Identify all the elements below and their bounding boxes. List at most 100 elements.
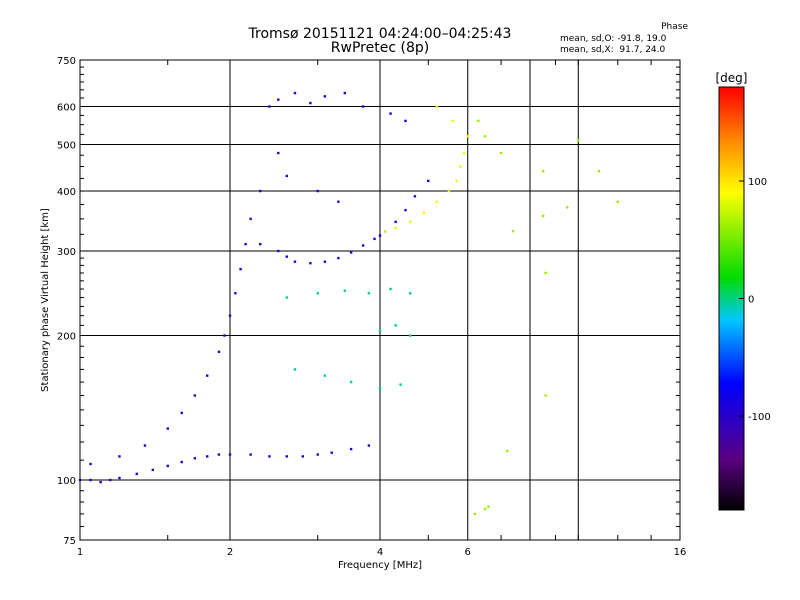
y-tick-label: 75	[63, 536, 76, 547]
data-point	[565, 206, 569, 209]
data-point	[544, 271, 547, 275]
data-point	[616, 200, 619, 203]
data-point	[404, 119, 407, 123]
data-point	[268, 105, 271, 108]
data-point	[217, 350, 221, 353]
data-point	[143, 444, 147, 447]
data-point	[451, 119, 455, 123]
data-point	[301, 455, 305, 458]
data-point	[89, 462, 92, 466]
data-point	[323, 95, 327, 98]
colorbar-unit-label: [deg]	[716, 71, 748, 85]
data-point	[378, 329, 382, 332]
x-tick-label: 4	[377, 547, 383, 558]
data-point	[330, 451, 333, 454]
data-point	[409, 220, 412, 224]
data-point	[394, 324, 397, 327]
y-tick-label: 400	[57, 187, 76, 198]
data-point	[483, 507, 487, 511]
data-point	[244, 242, 247, 246]
data-point	[455, 179, 458, 183]
data-point	[544, 394, 547, 397]
data-point	[293, 91, 297, 95]
data-point	[487, 505, 490, 508]
data-point	[277, 98, 280, 101]
colorbar-tick-label: 0	[748, 295, 754, 306]
data-point	[466, 135, 469, 138]
data-point	[180, 460, 183, 464]
x-tick-label: 1	[77, 547, 83, 558]
data-point	[323, 260, 327, 263]
x-tick-label: 16	[674, 547, 687, 558]
data-point	[394, 226, 397, 230]
data-point	[109, 478, 112, 482]
data-point	[447, 189, 451, 193]
data-point	[285, 296, 288, 299]
data-point	[193, 394, 197, 397]
data-point	[249, 453, 252, 456]
data-point	[541, 214, 545, 218]
data-point	[473, 512, 477, 516]
data-point	[118, 455, 121, 458]
data-point	[217, 453, 221, 456]
data-point	[597, 169, 601, 173]
data-point	[373, 237, 376, 241]
x-tick-label: 2	[227, 547, 233, 558]
data-point	[343, 91, 347, 95]
y-tick-label: 750	[57, 56, 76, 67]
data-point	[349, 447, 353, 451]
data-point	[285, 455, 288, 458]
data-point	[577, 139, 580, 142]
phase-legend-title: Phase	[661, 22, 688, 32]
data-point	[384, 229, 387, 233]
data-point	[367, 292, 371, 295]
data-point	[462, 151, 466, 155]
data-point	[118, 476, 121, 480]
data-point	[205, 374, 209, 377]
x-axis-label: Frequency [MHz]	[338, 560, 422, 571]
data-point	[135, 472, 138, 476]
data-point	[541, 169, 545, 173]
data-point	[404, 208, 407, 212]
data-point	[223, 334, 226, 337]
data-point	[349, 380, 353, 384]
y-tick-label: 500	[57, 141, 76, 152]
data-point	[316, 189, 319, 193]
data-point	[239, 267, 242, 271]
data-point	[427, 179, 430, 183]
data-point	[293, 368, 297, 371]
data-point	[249, 217, 252, 221]
data-point	[151, 468, 155, 472]
data-point	[323, 374, 327, 377]
data-point	[316, 292, 319, 295]
y-axis-label: Stationary phase Virtual Height [km]	[40, 208, 51, 392]
data-point	[343, 289, 347, 292]
data-point	[337, 200, 340, 203]
data-point	[389, 112, 392, 115]
data-point	[293, 260, 297, 263]
y-tick-label: 300	[57, 247, 76, 258]
data-point	[511, 229, 515, 233]
data-point	[459, 165, 462, 168]
data-point	[234, 292, 237, 295]
colorbar-tick-label: 100	[748, 177, 767, 188]
data-point	[285, 255, 288, 258]
data-point	[422, 211, 426, 215]
data-point	[316, 453, 319, 456]
x-tick-label: 6	[465, 547, 471, 558]
data-point	[285, 174, 288, 178]
phase-stats-x: mean, sd,X: 91.7, 24.0	[560, 45, 666, 55]
data-point	[499, 151, 503, 155]
chart-subtitle: RwPretec (8p)	[330, 40, 430, 56]
data-point	[166, 427, 169, 430]
data-point	[409, 334, 412, 337]
data-point	[367, 444, 371, 447]
data-point	[89, 478, 92, 482]
data-point	[259, 189, 262, 193]
data-point	[505, 449, 509, 453]
data-point	[166, 464, 169, 468]
data-point	[399, 383, 402, 386]
data-point	[378, 234, 382, 237]
data-point	[259, 242, 262, 246]
